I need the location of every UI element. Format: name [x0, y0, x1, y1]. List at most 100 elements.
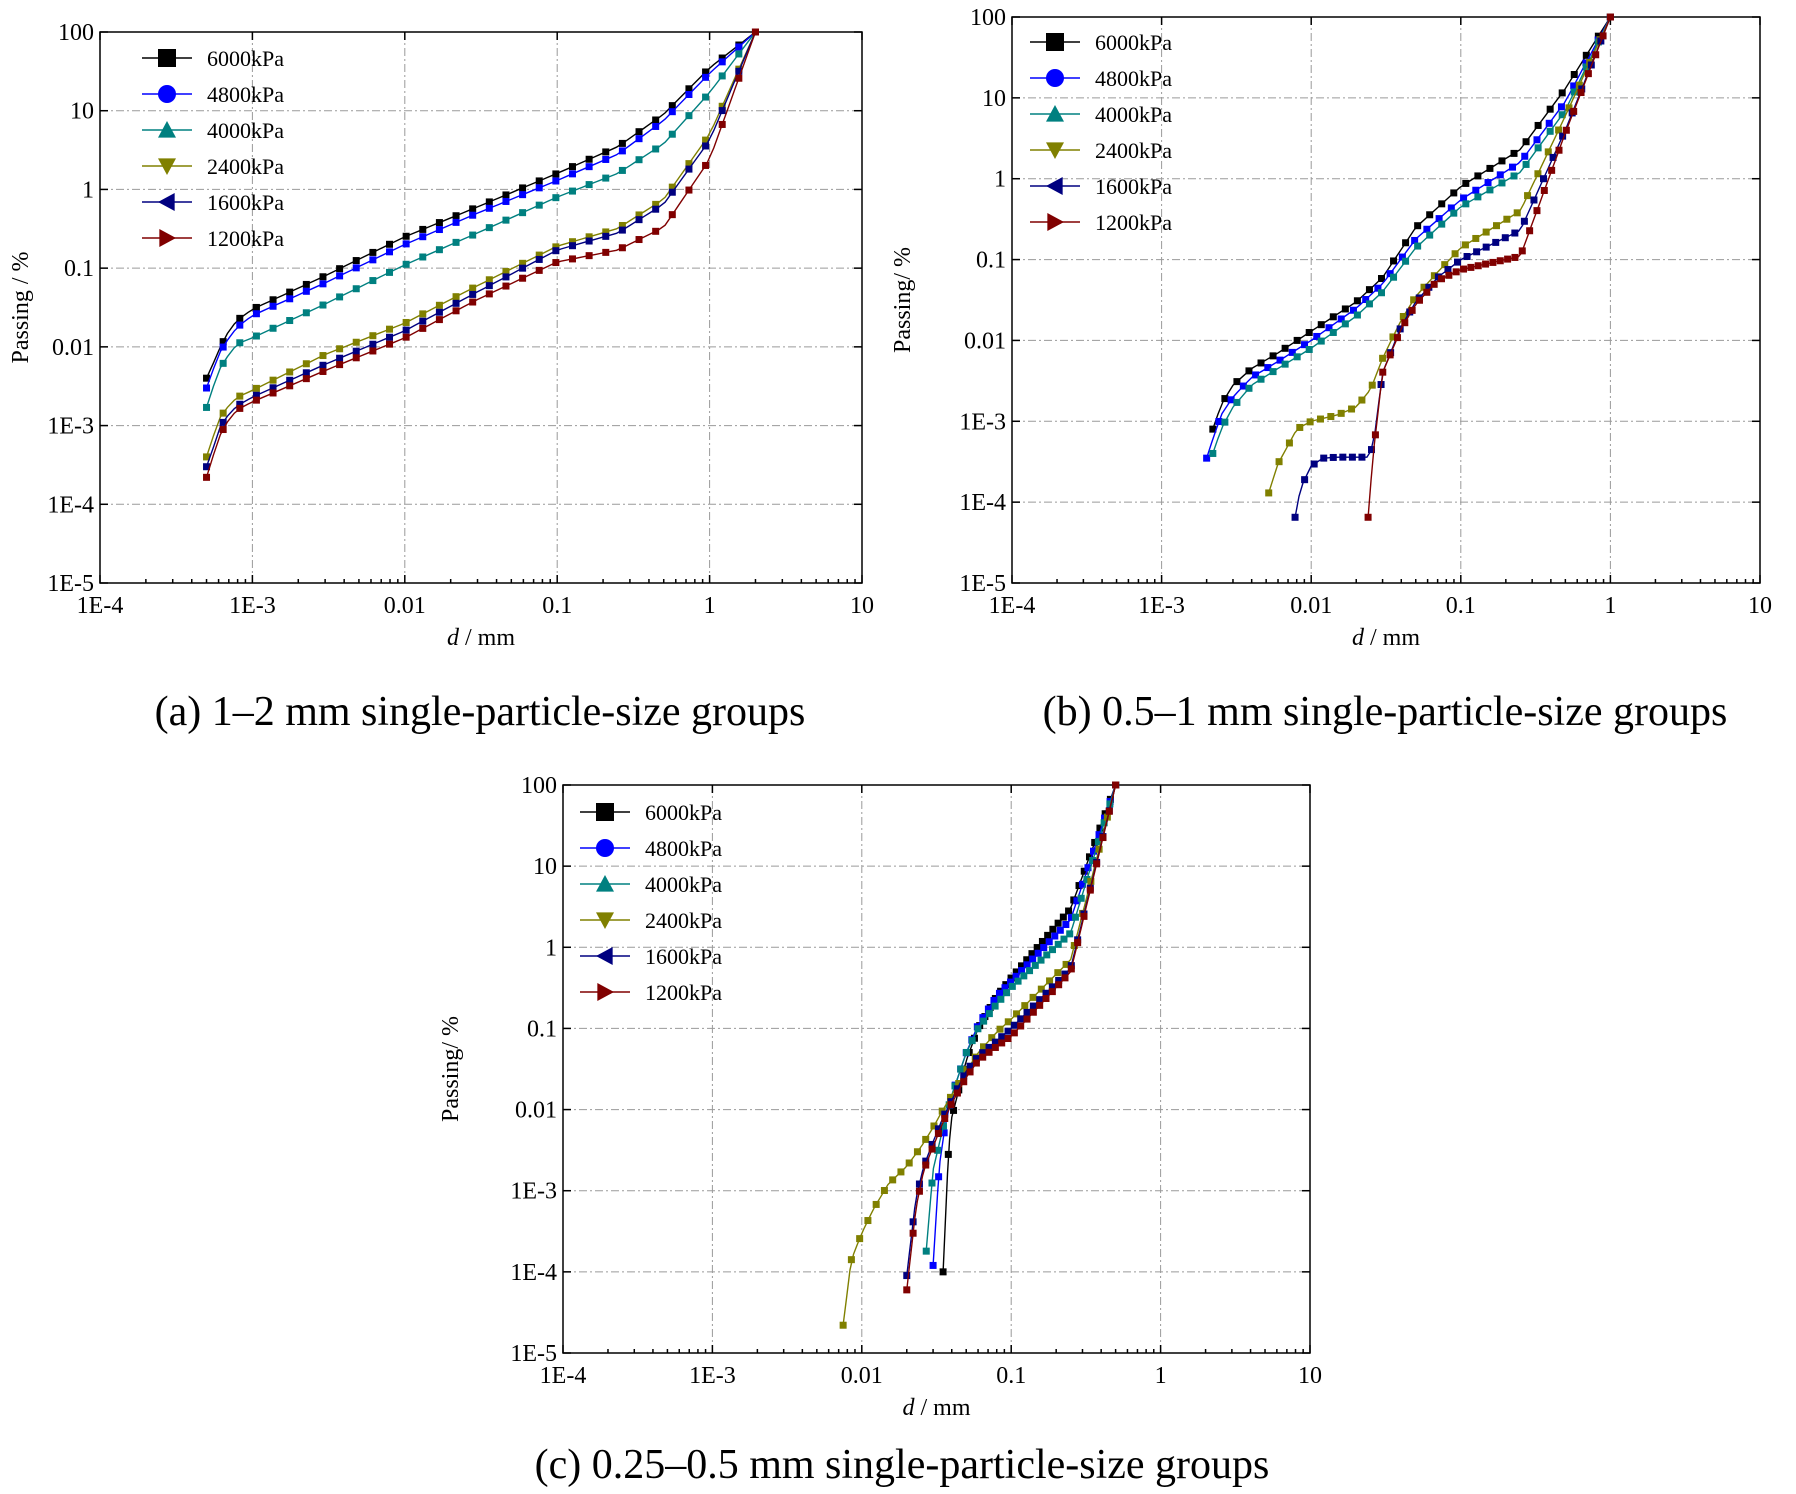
panel-b-data-point: [1510, 172, 1518, 180]
panel-b-data-point: [1518, 247, 1526, 255]
panel-b-data-point: [1426, 211, 1434, 219]
panel-a-data-point: [336, 361, 344, 369]
panel-a-data-point: [286, 368, 294, 376]
panel-a-data-point: [402, 318, 410, 326]
panel-c-legend-label: 6000kPa: [645, 800, 722, 825]
panel-a-legend-label: 1200kPa: [207, 226, 284, 251]
panel-a-data-point: [319, 301, 327, 309]
panel-b-legend-label: 4000kPa: [1095, 102, 1172, 127]
panel-b-data-point: [1329, 313, 1337, 321]
panel-a-data-point: [685, 85, 693, 93]
panel-c-legend-label: 2400kPa: [645, 908, 722, 933]
panel-b-data-point: [1540, 175, 1548, 183]
panel-c-x-tick-label: 1: [1155, 1363, 1167, 1389]
panel-b-series-1200kPa: [1364, 13, 1614, 521]
panel-c-data-point: [1054, 969, 1062, 977]
panel-b-data-point: [1438, 220, 1446, 228]
panel-c-data-point: [1083, 875, 1091, 883]
panel-c-data-point: [1023, 956, 1031, 964]
panel-a-data-point: [369, 248, 377, 256]
panel-c-data-point: [1010, 1029, 1018, 1037]
panel-c-data-point: [955, 1079, 963, 1087]
panel-a-data-point: [435, 316, 443, 324]
panel-c-x-tick-label: 0.1: [996, 1363, 1026, 1389]
panel-a-legend-item: 2400kPa: [142, 154, 284, 179]
panel-b-data-point: [1368, 381, 1376, 389]
panel-a-data-point: [435, 219, 443, 227]
panel-a-data-point: [386, 333, 394, 341]
panel-c-data-point: [1086, 886, 1094, 894]
panel-c-data-point: [922, 1247, 930, 1255]
panel-c-data-point: [966, 1062, 974, 1070]
panel-b-data-point: [1221, 395, 1229, 403]
panel-a-data-point: [668, 108, 676, 116]
panel-c-data-point: [1040, 944, 1048, 952]
panel-b-data-point: [1472, 234, 1480, 242]
panel-b-data-point: [1462, 200, 1470, 208]
panel-a-data-point: [203, 374, 211, 382]
panel-b-x-tick-label: 0.01: [1290, 593, 1332, 619]
panel-c-data-point: [972, 1055, 980, 1063]
panel-b-grid: [1012, 17, 1760, 583]
panel-a-data-point: [585, 181, 593, 189]
panel-a-data-point: [352, 338, 360, 346]
panel-a-data-point: [585, 163, 593, 171]
panel-b-legend: 6000kPa 4800kPa 4000kPa 2400kPa 1600kPa 1200k…: [1030, 30, 1172, 235]
panel-c-data-point: [1054, 940, 1062, 948]
panel-a-data-point: [618, 147, 626, 155]
panel-a-data-point: [618, 244, 626, 252]
panel-c-legend-item: 4800kPa: [580, 836, 722, 861]
panel-a-data-point: [269, 389, 277, 397]
panel-a-data-point: [236, 392, 244, 400]
panel-a-data-point: [386, 268, 394, 276]
panel-a-data-point: [286, 288, 294, 296]
panel-b-y-tick-label: 1E-4: [959, 490, 1006, 516]
panel-b-data-point: [1430, 280, 1438, 288]
panel-a-data-point: [485, 276, 493, 284]
panel-c-data-point: [990, 996, 998, 1004]
panel-c-data-point: [934, 1146, 942, 1154]
panel-c-legend-label: 1600kPa: [645, 944, 722, 969]
panel-b-data-point: [1435, 215, 1443, 223]
panel-c-data-point: [922, 1135, 930, 1143]
panel-b-data-point: [1364, 513, 1372, 521]
panel-a-data-point: [469, 298, 477, 306]
panel-a-data-point: [386, 248, 394, 256]
panel-b-legend-marker: [1046, 105, 1064, 122]
panel-b-data-point: [1305, 329, 1313, 337]
panel-c-x-tick-label: 0.01: [841, 1363, 883, 1389]
panel-c-data-point: [1044, 931, 1052, 939]
panel-a-data-point: [269, 376, 277, 384]
panel-a-y-tick-label: 1: [82, 177, 94, 203]
panel-c-y-tick-label: 0.1: [527, 1016, 557, 1042]
panel-b-data-point: [1281, 344, 1289, 352]
panel-a-data-point: [369, 340, 377, 348]
panel-c-legend-marker: [596, 947, 613, 965]
panel-a-data-point: [369, 277, 377, 285]
panel-a-data-point: [302, 375, 310, 383]
panel-b-data-point: [1377, 289, 1385, 297]
panel-b-data-point: [1414, 222, 1422, 230]
panel-a-series-1600kPa: [203, 28, 759, 471]
panel-c-data-point: [1085, 853, 1093, 861]
panel-b-data-point: [1520, 217, 1528, 225]
panel-c-data-point: [1042, 994, 1050, 1002]
panel-c-data-point: [856, 1235, 864, 1243]
panel-c-data-point: [1036, 1001, 1044, 1009]
panel-c-data-point: [1012, 968, 1020, 976]
panel-c-data-point: [1061, 974, 1069, 982]
panel-a-data-point: [652, 116, 660, 124]
panel-a-legend-item: 1600kPa: [142, 190, 284, 215]
panel-a-caption: (a) 1–2 mm single-particle-size groups: [155, 689, 806, 735]
panel-c-data-point: [995, 989, 1003, 997]
panel-b-y-tick-label: 0.1: [976, 248, 1006, 274]
panel-b-data-point: [1379, 368, 1387, 376]
panel-a-data-point: [203, 473, 211, 481]
panel-a-x-tick-label: 1E-4: [77, 593, 124, 619]
panel-c-data-point: [962, 1048, 970, 1056]
panel-b-data-point: [1559, 132, 1567, 140]
panel-b-data-point: [1577, 89, 1585, 97]
panel-a-data-point: [319, 361, 327, 369]
panel-b-y-tick-label: 10: [982, 86, 1006, 112]
